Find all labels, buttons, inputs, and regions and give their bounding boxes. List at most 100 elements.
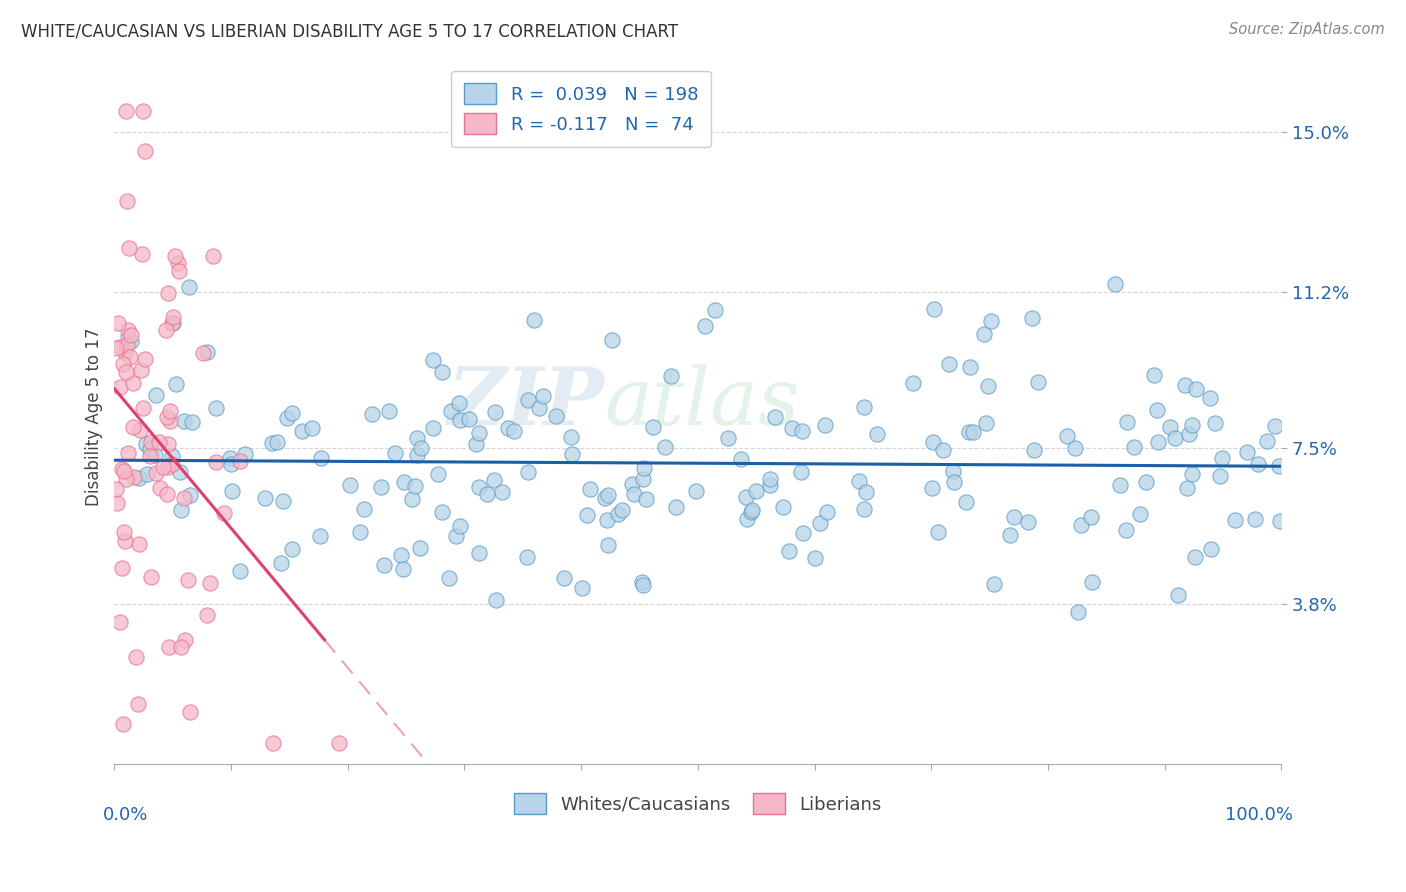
Point <box>160 316 183 330</box>
Point <box>1247 457 1270 471</box>
Point <box>148 435 170 450</box>
Point <box>177 280 200 294</box>
Text: 100.0%: 100.0% <box>1225 806 1294 824</box>
Point <box>1199 541 1222 556</box>
Text: atlas: atlas <box>605 364 800 442</box>
Point <box>449 518 471 533</box>
Text: WHITE/CAUCASIAN VS LIBERIAN DISABILITY AGE 5 TO 17 CORRELATION CHART: WHITE/CAUCASIAN VS LIBERIAN DISABILITY A… <box>21 22 678 40</box>
Point <box>125 649 148 664</box>
Point <box>704 303 727 318</box>
Point <box>1184 550 1206 565</box>
Point <box>121 376 143 391</box>
Point <box>1129 507 1152 521</box>
Point <box>219 457 242 471</box>
Point <box>177 573 200 587</box>
Point <box>131 103 153 118</box>
Point <box>114 345 136 359</box>
Point <box>1115 523 1137 537</box>
Point <box>422 421 444 435</box>
Point <box>866 427 889 442</box>
Point <box>496 421 519 435</box>
Point <box>229 453 252 467</box>
Point <box>179 705 201 719</box>
Point <box>157 640 180 655</box>
Point <box>596 512 619 526</box>
Point <box>922 434 945 449</box>
Point <box>384 446 406 460</box>
Point <box>631 472 654 486</box>
Point <box>596 538 619 552</box>
Point <box>409 541 432 556</box>
Point <box>942 464 965 478</box>
Point <box>193 346 215 360</box>
Point <box>468 480 491 494</box>
Point <box>804 551 827 566</box>
Point <box>128 537 150 551</box>
Point <box>620 476 643 491</box>
Point <box>1173 378 1195 392</box>
Point <box>468 546 491 560</box>
Point <box>440 404 463 418</box>
Point <box>112 524 135 539</box>
Point <box>160 458 183 472</box>
Point <box>1204 416 1226 430</box>
Point <box>273 493 295 508</box>
Point <box>610 503 633 517</box>
Point <box>1104 277 1126 291</box>
Point <box>447 395 470 409</box>
Point <box>607 507 630 521</box>
Point <box>145 466 167 480</box>
Point <box>596 488 619 502</box>
Point <box>1115 415 1137 429</box>
Point <box>138 449 160 463</box>
Point <box>1211 450 1233 465</box>
Point <box>167 256 190 270</box>
Point <box>734 490 756 504</box>
Point <box>262 736 284 750</box>
Point <box>973 326 995 341</box>
Point <box>169 465 191 479</box>
Point <box>600 333 623 347</box>
Point <box>852 400 875 414</box>
Point <box>114 533 136 548</box>
Point <box>114 472 136 486</box>
Point <box>204 455 226 469</box>
Text: ZIP: ZIP <box>447 364 605 442</box>
Point <box>173 632 195 647</box>
Point <box>1135 475 1157 490</box>
Point <box>814 417 837 432</box>
Point <box>517 465 540 479</box>
Point <box>502 424 524 438</box>
Point <box>1122 440 1144 454</box>
Point <box>105 496 128 510</box>
Point <box>437 571 460 585</box>
Point <box>205 401 228 415</box>
Point <box>745 483 768 498</box>
Point <box>695 318 717 333</box>
Point <box>159 414 181 428</box>
Point <box>135 436 157 450</box>
Point <box>118 351 141 365</box>
Point <box>924 302 946 317</box>
Point <box>790 425 813 439</box>
Point <box>955 494 977 508</box>
Text: Source: ZipAtlas.com: Source: ZipAtlas.com <box>1229 22 1385 37</box>
Point <box>544 409 567 424</box>
Point <box>135 467 157 481</box>
Point <box>523 312 546 326</box>
Point <box>790 465 813 479</box>
Point <box>1181 418 1204 433</box>
Point <box>117 329 139 343</box>
Point <box>143 449 166 463</box>
Point <box>370 480 392 494</box>
Point <box>449 413 471 427</box>
Point <box>938 357 960 371</box>
Point <box>1109 478 1132 492</box>
Point <box>139 442 162 456</box>
Point <box>983 577 1005 591</box>
Point <box>717 431 740 445</box>
Point <box>763 409 786 424</box>
Point <box>1236 444 1258 458</box>
Point <box>980 314 1002 328</box>
Point <box>131 246 153 260</box>
